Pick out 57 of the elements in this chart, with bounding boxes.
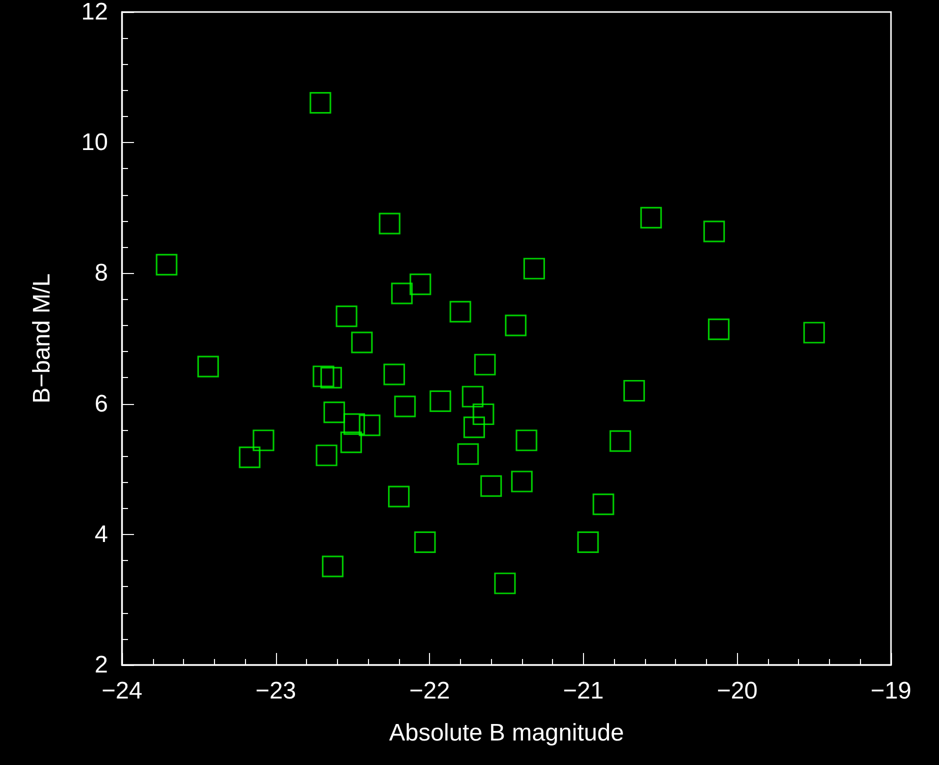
- point: [577, 531, 599, 554]
- point: [320, 366, 342, 388]
- point: [358, 414, 380, 436]
- y-tick-label: 2: [94, 652, 108, 678]
- point: [703, 220, 725, 242]
- x-tick-label: −21: [563, 678, 604, 704]
- y-tick-label: 6: [94, 390, 108, 418]
- y-tick-label: 4: [94, 520, 108, 548]
- point: [457, 443, 479, 465]
- y-axis-title: B−band M/L: [28, 273, 56, 404]
- point: [340, 432, 362, 454]
- x-tick-label: −23: [255, 678, 296, 704]
- point: [252, 430, 274, 452]
- point: [623, 380, 645, 402]
- point: [430, 390, 452, 412]
- y-tick-label: 10: [81, 129, 108, 156]
- point: [351, 332, 373, 354]
- x-tick-label: −22: [409, 678, 450, 704]
- y-tick-label: 8: [94, 260, 108, 287]
- point: [383, 364, 406, 386]
- point: [343, 413, 366, 435]
- point: [516, 430, 538, 452]
- point: [310, 92, 332, 114]
- x-tick-label: −24: [102, 678, 142, 704]
- point: [388, 486, 410, 508]
- point: [610, 430, 632, 452]
- point: [238, 446, 260, 468]
- point: [197, 356, 219, 378]
- point: [316, 444, 338, 466]
- point: [523, 258, 545, 280]
- point: [640, 206, 662, 228]
- point: [480, 475, 502, 497]
- point: [803, 322, 825, 344]
- point: [474, 354, 496, 376]
- x-axis-title: Absolute B magnitude: [389, 720, 624, 746]
- point: [394, 396, 416, 418]
- point: [336, 306, 358, 328]
- point: [708, 318, 730, 340]
- point: [323, 401, 346, 424]
- point: [450, 300, 472, 323]
- point: [494, 572, 516, 594]
- point: [312, 366, 334, 388]
- point: [472, 403, 494, 426]
- point: [504, 314, 527, 336]
- point: [378, 212, 400, 234]
- y-tick-label: 12: [81, 0, 108, 26]
- point: [410, 274, 432, 296]
- point: [156, 254, 178, 276]
- x-tick-label: −19: [870, 678, 912, 704]
- point: [511, 470, 533, 492]
- x-tick-label: −20: [716, 678, 758, 704]
- point: [463, 416, 485, 438]
- point: [462, 386, 484, 408]
- point: [322, 556, 344, 578]
- point: [414, 531, 436, 554]
- point: [391, 282, 413, 304]
- point: [592, 494, 614, 516]
